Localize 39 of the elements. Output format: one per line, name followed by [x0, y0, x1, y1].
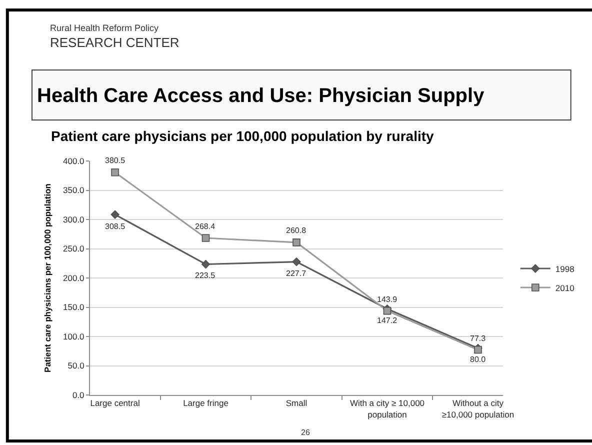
text: Rural Health Reform Policy	[50, 23, 160, 33]
y-tick-label: 100.0	[63, 331, 85, 342]
point	[201, 260, 210, 269]
legend-label: 1998	[555, 264, 575, 274]
y-tick-label: 250.0	[63, 244, 85, 254]
point	[292, 238, 300, 246]
data-label: 147.2	[377, 316, 398, 325]
y-tick-label: 150.0	[63, 302, 85, 312]
x-tick-label: Large fringe	[183, 398, 229, 408]
x-tick-label: Large central	[90, 398, 140, 408]
text: RESEARCH CENTER	[50, 35, 180, 50]
chart-title: Health Care Access and Use: Physician Supply	[37, 85, 486, 107]
point	[111, 168, 119, 176]
point	[110, 210, 120, 219]
text: 26	[301, 428, 310, 437]
data-label: 308.5	[105, 222, 126, 231]
x-tick-label: Without a city ≥10,000 population	[442, 398, 514, 420]
data-label: 260.8	[286, 226, 307, 235]
y-tick-label: 50.0	[68, 360, 85, 371]
x-tick-label: With a city ≥ 10,000 population	[350, 398, 425, 420]
y-axis-title: Patient care physicians per 100,000 population	[42, 184, 53, 372]
y-tick-label: 200.0	[63, 272, 85, 283]
data-label: 380.5	[105, 156, 126, 165]
legend-label: 2010	[555, 282, 575, 293]
data-label: 77.3	[470, 334, 486, 343]
data-label: 143.9	[377, 295, 398, 304]
data-label: 227.7	[286, 269, 307, 278]
y-tick-label: 350.0	[63, 185, 85, 196]
y-tick-label: 400.0	[63, 156, 85, 166]
data-label: 223.5	[195, 271, 216, 280]
chart-subtitle: Patient care physicians per 100,000 population by rurality	[51, 128, 434, 144]
x-tick-label: Small	[286, 398, 308, 408]
y-tick-label: 0.0	[72, 390, 85, 400]
point	[202, 234, 210, 242]
data-label: 80.0	[470, 355, 486, 364]
data-label: 268.4	[195, 222, 216, 231]
point	[292, 258, 301, 266]
y-tick-label: 300.0	[63, 214, 85, 224]
point	[383, 306, 392, 315]
